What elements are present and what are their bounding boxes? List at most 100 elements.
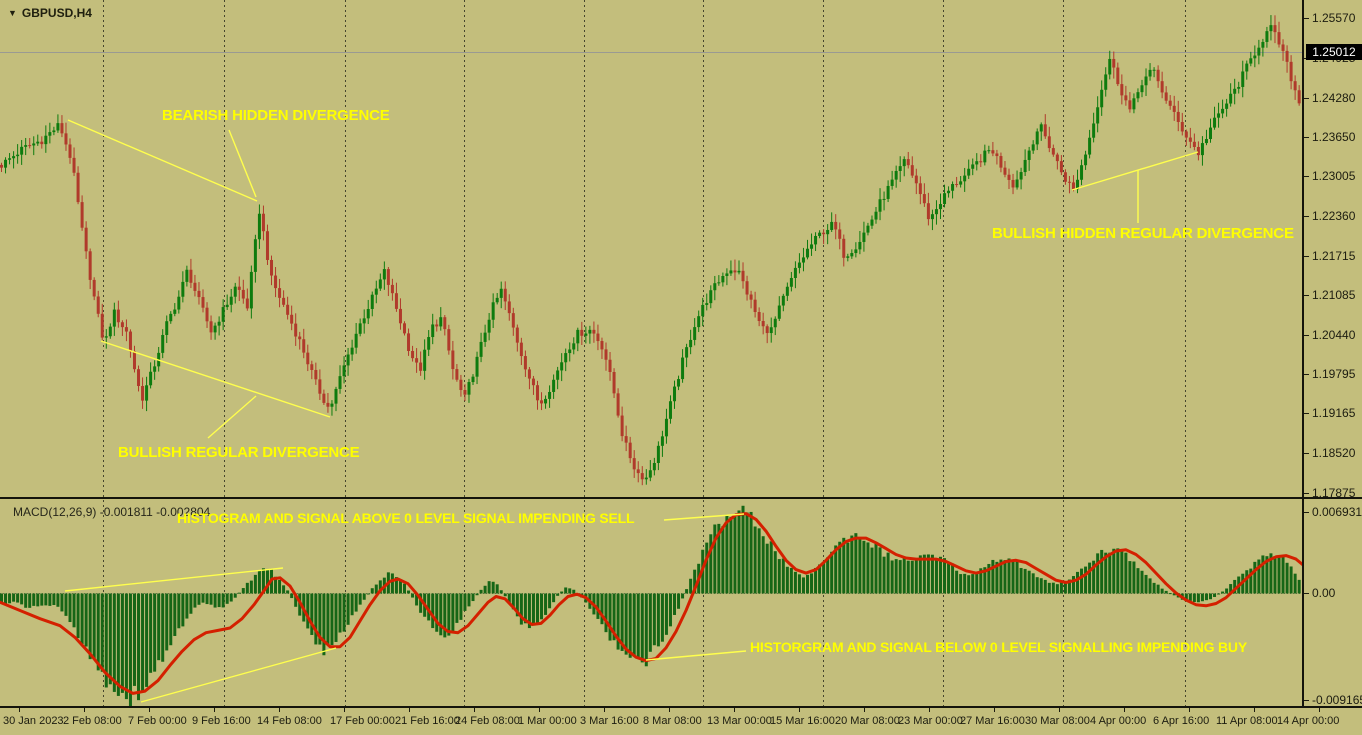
annotation-macd-sell-signal[interactable]: HISTOGRAM AND SIGNAL ABOVE 0 LEVEL SIGNA… xyxy=(177,510,635,526)
macd-bar xyxy=(1217,593,1221,595)
candle-body xyxy=(322,393,326,403)
price-axis[interactable]: 1.255701.249251.242801.236501.230051.223… xyxy=(1302,0,1362,707)
candle-body xyxy=(1192,141,1196,147)
macd-bar xyxy=(656,593,660,647)
candle-body xyxy=(1204,139,1208,144)
candle-body xyxy=(882,198,886,200)
macd-bar xyxy=(1043,579,1047,594)
annotation-bullish-regular-divergence[interactable]: BULLISH REGULAR DIVERGENCE xyxy=(118,444,360,461)
candle-body xyxy=(84,227,88,252)
candle-body xyxy=(193,282,197,291)
macd-bar xyxy=(785,566,789,594)
macd-bar xyxy=(1293,573,1297,594)
candle-body xyxy=(447,329,451,351)
candle-body xyxy=(701,304,705,317)
candle-body xyxy=(584,333,588,336)
macd-bar xyxy=(1297,579,1301,594)
macd-bar xyxy=(108,593,112,685)
candle-body xyxy=(1172,105,1176,112)
macd-bar xyxy=(995,561,999,594)
candle-body xyxy=(773,318,777,328)
candle-body xyxy=(975,161,979,165)
candle-body xyxy=(1237,86,1241,89)
candle-body xyxy=(306,352,310,365)
annotation-bullish-hidden-regular-divergence[interactable]: BULLISH HIDDEN REGULAR DIVERGENCE xyxy=(992,225,1294,242)
macd-bar xyxy=(40,593,44,606)
macd-bar xyxy=(568,588,572,594)
candle-body xyxy=(761,320,765,327)
macd-bar xyxy=(209,593,213,605)
annotation-bearish-hidden-divergence[interactable]: BEARISH HIDDEN DIVERGENCE xyxy=(162,107,390,124)
macd-bar xyxy=(1035,577,1039,594)
price-tick-label: 1.23005 xyxy=(1312,169,1356,184)
candle-body xyxy=(544,398,548,404)
macd-bar xyxy=(959,574,963,594)
time-tick-mark xyxy=(279,708,280,712)
macd-bar xyxy=(1059,582,1063,594)
macd-bar xyxy=(793,571,797,594)
time-tick-mark xyxy=(734,708,735,712)
candle-body xyxy=(137,369,141,387)
candle-body xyxy=(80,202,84,228)
current-price-badge: 1.25012 xyxy=(1306,44,1362,60)
time-tick-mark xyxy=(994,708,995,712)
candle-body xyxy=(173,309,177,314)
candle-body xyxy=(423,349,427,371)
candle-body xyxy=(1116,67,1120,85)
macd-bar xyxy=(294,593,298,607)
macd-bar xyxy=(503,593,507,597)
candle-body xyxy=(483,332,487,342)
macd-bar xyxy=(112,593,116,692)
panel-separator[interactable] xyxy=(0,706,1362,708)
candle-body xyxy=(580,329,584,336)
time-tick-mark xyxy=(1124,708,1125,712)
price-tick-mark xyxy=(1304,413,1309,414)
candle-body xyxy=(632,458,636,470)
macd-bar xyxy=(1071,576,1075,594)
macd-bar xyxy=(282,585,286,594)
macd-bar xyxy=(1011,560,1015,594)
macd-indicator-panel[interactable] xyxy=(0,500,1302,706)
one-click-trading-icon[interactable]: ▼ xyxy=(8,8,17,18)
candle-body xyxy=(398,308,402,324)
candle-body xyxy=(1100,89,1104,108)
macd-bar xyxy=(68,593,72,623)
time-tick-label: 1 Mar 00:00 xyxy=(518,715,577,727)
candle-body xyxy=(1148,69,1152,77)
macd-bar xyxy=(354,593,358,612)
macd-bar xyxy=(1132,561,1136,594)
candle-body xyxy=(1164,92,1168,101)
candle-body xyxy=(967,168,971,176)
candle-body xyxy=(314,369,318,380)
macd-bar xyxy=(157,593,161,661)
candle-body xyxy=(249,271,253,309)
macd-bar xyxy=(1003,560,1007,594)
candle-body xyxy=(531,378,535,386)
macd-bar xyxy=(137,593,141,701)
candle-body xyxy=(209,321,213,333)
candle-body xyxy=(918,183,922,195)
candle-body xyxy=(797,262,801,268)
macd-tick-label: 0.00 xyxy=(1312,586,1336,600)
candle-body xyxy=(342,365,346,377)
candle-body xyxy=(141,386,145,401)
annotation-macd-buy-signal[interactable]: HISTORGRAM AND SIGNAL BELOW 0 LEVEL SIGN… xyxy=(750,639,1247,655)
panel-separator[interactable] xyxy=(0,497,1362,499)
time-tick-mark xyxy=(1254,708,1255,712)
macd-bar xyxy=(326,593,330,645)
candle-body xyxy=(576,329,580,344)
macd-bar xyxy=(620,593,624,651)
macd-bar xyxy=(882,556,886,594)
macd-bar xyxy=(572,589,576,594)
candle-body xyxy=(1035,131,1039,145)
candle-body xyxy=(233,286,237,297)
candle-body xyxy=(124,327,128,332)
macd-bar xyxy=(1080,568,1084,594)
macd-bar xyxy=(415,593,419,606)
candle-body xyxy=(745,281,749,295)
candle-body xyxy=(769,327,773,334)
price-chart-panel[interactable] xyxy=(0,0,1302,498)
time-axis[interactable]: 30 Jan 2023 2 Feb 08:00 7 Feb 00:00 9 Feb 1… xyxy=(0,708,1362,735)
candle-body xyxy=(370,294,374,309)
candle-body xyxy=(0,164,3,168)
